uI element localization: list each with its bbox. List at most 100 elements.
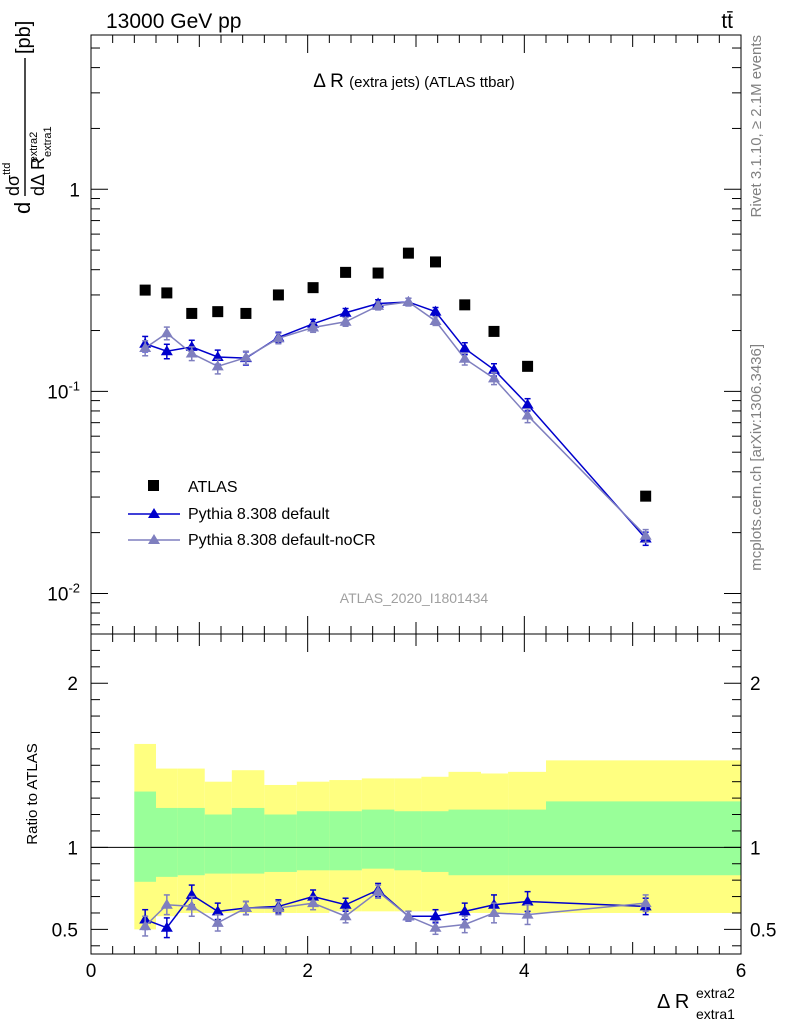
svg-text:dσttd: dσttd [1, 163, 23, 196]
ratio-point-pythia-8-308-default-nocr [211, 916, 224, 927]
data-point-pythia-8-308-default-nocr [307, 321, 320, 332]
ratio-point-pythia-8-308-default-nocr [488, 906, 500, 917]
legend-default-label: Pythia 8.308 default [188, 506, 330, 523]
svg-text:[pb]: [pb] [13, 21, 35, 54]
ratio-point-pythia-8-308-default [160, 921, 173, 932]
data-point-atlas [430, 256, 441, 268]
data-point-atlas [340, 266, 352, 278]
data-point-pythia-8-308-default-nocr [458, 352, 471, 363]
ratio-point-pythia-8-308-default-nocr [458, 918, 471, 929]
ratio-y-tick-label-right: 2 [750, 674, 761, 695]
data-point-atlas [459, 299, 471, 311]
data-point-pythia-8-308-default [429, 305, 442, 316]
green-band-bin [204, 814, 232, 874]
ratio-point-pythia-8-308-default-nocr [160, 898, 173, 909]
green-band-bin [481, 809, 509, 876]
ratio-y-tick-label-left: 2 [67, 674, 78, 695]
ratio-point-pythia-8-308-default-nocr [639, 897, 652, 908]
plot-title: Δ R (extra jets) (ATLAS ttbar) [313, 71, 515, 92]
svg-text:dΔ Rextra1extra2: dΔ Rextra1extra2 [28, 126, 54, 196]
legend-nocr-label: Pythia 8.308 default-noCR [188, 532, 376, 549]
legend-nocr-marker [148, 534, 160, 544]
data-point-pythia-8-308-default [521, 398, 534, 409]
data-point-atlas [240, 307, 252, 319]
green-band-bin [264, 814, 297, 872]
ratio-point-pythia-8-308-default [429, 910, 442, 921]
data-point-pythia-8-308-default-nocr [239, 351, 252, 362]
data-point-pythia-8-308-default-nocr [521, 409, 534, 420]
ratio-y-tick-label-right: 1 [750, 838, 761, 859]
x-tick-label: 4 [519, 961, 530, 982]
ratio-point-pythia-8-308-default-nocr [339, 910, 352, 921]
x-tick-label: 6 [736, 961, 747, 982]
ratio-point-pythia-8-308-default-nocr [139, 920, 152, 931]
data-point-atlas [161, 287, 173, 299]
green-band-bin [296, 811, 330, 871]
ratio-y-tick-label-left: 1 [67, 838, 78, 859]
ratio-y-tick-label-right: 0.5 [750, 920, 776, 941]
ratio-point-pythia-8-308-default-nocr [307, 897, 320, 908]
ratio-point-pythia-8-308-default [307, 890, 320, 901]
ratio-plot-series [139, 882, 652, 939]
legend-atlas-label: ATLAS [188, 479, 238, 496]
ratio-point-pythia-8-308-default-nocr [402, 910, 415, 921]
data-point-pythia-8-308-default-nocr [639, 529, 652, 540]
data-point-atlas [139, 284, 151, 296]
ratio-point-pythia-8-308-default-nocr [272, 902, 285, 913]
svg-text:Δ R: Δ R [657, 991, 689, 1013]
ratio-point-pythia-8-308-default-nocr [185, 900, 198, 911]
y-tick-label: 10-2 [47, 580, 80, 605]
green-band-bin [329, 811, 362, 871]
energy-label: 13000 GeV pp [106, 10, 241, 33]
series-line-pythia-8-308-default [144, 301, 647, 540]
data-point-atlas [402, 247, 414, 259]
mcplots-reference-label: mcplots.cern.ch [arXiv:1306.3436] [748, 344, 765, 571]
data-point-pythia-8-308-default [339, 306, 352, 317]
main-y-axis-label: d dσttd dΔ Rextra1extra2 [pb] [1, 21, 54, 214]
ratio-uncertainty-bands [134, 743, 741, 930]
svg-text:d: d [10, 202, 35, 214]
data-point-pythia-8-308-default [185, 340, 198, 351]
data-point-pythia-8-308-default [160, 345, 173, 356]
data-point-atlas [372, 267, 384, 279]
ratio-point-pythia-8-308-default-nocr [239, 902, 252, 913]
green-band-bin [508, 809, 546, 876]
main-axis-ticks: 10-2 10-1 1 [47, 35, 742, 634]
green-band-bin [361, 809, 395, 869]
data-point-pythia-8-308-default [458, 342, 471, 353]
rivet-version-label: Rivet 3.1.10, ≥ 2.1M events [748, 35, 765, 218]
svg-text:extra2: extra2 [696, 985, 735, 1001]
ratio-y-axis-label: Ratio to ATLAS [24, 743, 41, 844]
plot-title-subscript-text: (extra jets) (ATLAS ttbar) [349, 74, 515, 91]
data-point-atlas [272, 289, 284, 301]
ratio-axis-ticks: 0 2 4 60.5 0.51 12 2 [52, 633, 776, 982]
data-point-pythia-8-308-default-nocr [402, 295, 415, 306]
data-point-pythia-8-308-default-nocr [160, 327, 173, 338]
x-tick-label: 2 [302, 961, 313, 982]
data-point-atlas [307, 282, 319, 294]
green-band-bin [546, 801, 741, 876]
ratio-y-tick-label-left: 0.5 [52, 920, 78, 941]
data-point-pythia-8-308-default-nocr [372, 299, 385, 310]
data-point-pythia-8-308-default-nocr [339, 315, 352, 326]
x-tick-label: 0 [86, 961, 97, 982]
legend-atlas-marker [148, 480, 159, 491]
ratio-point-pythia-8-308-default [211, 905, 224, 916]
ratio-point-pythia-8-308-default-nocr [372, 885, 385, 896]
analysis-label: ATLAS_2020_I1801434 [340, 590, 489, 606]
data-point-atlas [186, 307, 198, 319]
green-band-bin [231, 807, 265, 874]
green-band-bin [421, 811, 449, 872]
data-point-atlas [522, 360, 534, 372]
data-point-atlas [640, 490, 652, 502]
y-tick-label: 10-1 [47, 378, 80, 403]
ratio-point-pythia-8-308-default-nocr [429, 921, 442, 932]
ratio-point-pythia-8-308-default [521, 895, 534, 906]
data-point-pythia-8-308-default-nocr [139, 341, 152, 352]
legend: ATLAS Pythia 8.308 default Pythia 8.308 … [128, 479, 376, 549]
main-plot-series [139, 247, 652, 547]
data-point-pythia-8-308-default-nocr [488, 372, 500, 383]
ratio-point-pythia-8-308-default [339, 898, 352, 909]
green-band-bin [448, 809, 481, 876]
